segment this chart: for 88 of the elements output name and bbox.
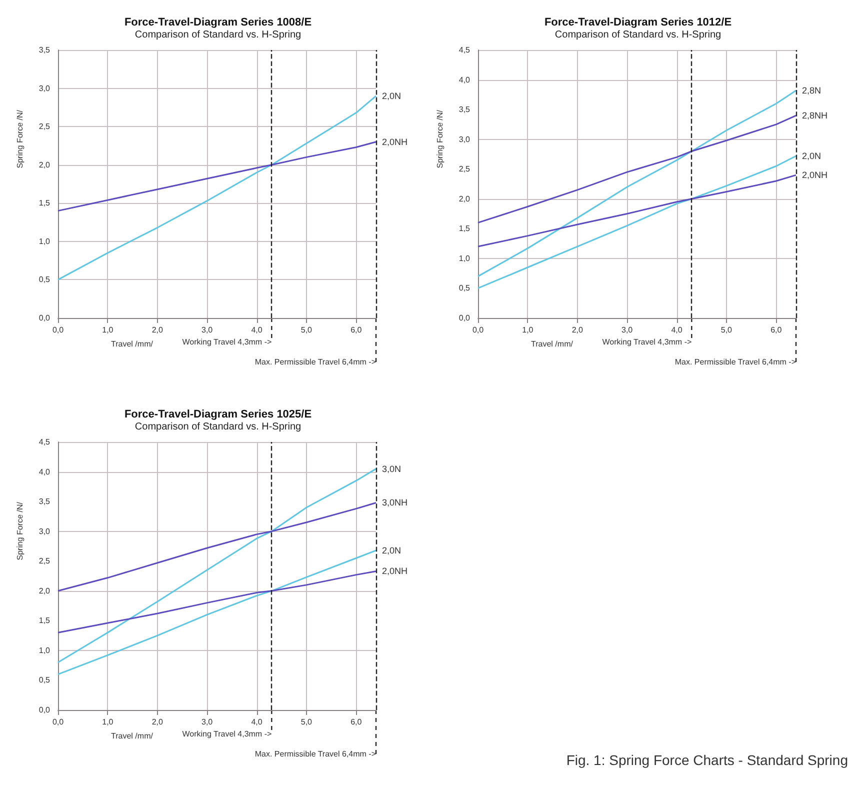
y-tick-label: 0,5 [38,676,51,685]
y-tick-label: 2,5 [38,556,51,566]
x-tick-label: 5,0 [300,718,313,726]
y-axis-title: Spring Force /N/ [16,501,24,560]
series-label: 2,0N [382,545,402,556]
x-tick-label: 2,0 [572,326,584,334]
y-axis-title: Spring Force /N/ [16,109,24,168]
y-tick-label: 2,5 [38,122,51,132]
y-tick-label: 3,5 [38,46,51,54]
y-tick-label: 3,5 [38,497,51,506]
x-tick-label: 4,0 [251,718,263,726]
ref-line-label: Working Travel 4,3mm -> [182,338,272,346]
line-series [57,502,377,592]
series-label: 2,0N [802,151,822,162]
x-tick-label: 6,0 [350,718,362,726]
x-tick-label: 3,0 [202,718,214,726]
line-series [57,550,377,676]
ref-line-label: Working Travel 4,3mm -> [602,338,692,346]
y-tick-label: 1,0 [458,254,471,263]
series-label: 2,0N [382,90,402,101]
y-tick-label: 3,0 [38,84,51,93]
y-tick-label: 0,0 [458,314,471,322]
x-tick-label: 4,0 [671,326,683,334]
x-tick-label: 2,0 [152,718,164,726]
chart-subtitle: Comparison of Standard vs. H-Spring [554,30,722,40]
y-tick-label: 4,0 [38,467,51,476]
x-tick-label: 3,0 [622,326,634,334]
y-tick-label: 1,0 [38,646,51,655]
x-tick-label: 1,0 [102,718,114,726]
y-tick-label: 2,0 [458,194,471,204]
y-tick-label: 0,5 [458,284,471,293]
y-tick-label: 4,5 [38,438,51,446]
series-label: 3,0N [382,464,402,474]
y-tick-label: 2,0 [38,586,51,596]
x-axis-title: Travel /mm/ [111,732,154,740]
chart-title: Force-Travel-Diagram Series 1025/E [124,408,312,420]
x-tick-label: 4,0 [251,326,263,334]
series-label: 2,0NH [382,566,408,576]
x-tick-label: 0,0 [52,326,64,334]
y-tick-label: 3,0 [38,526,51,536]
line-series [477,114,797,224]
chart-title: Force-Travel-Diagram Series 1012/E [544,16,732,28]
line-series [57,468,377,664]
y-tick-label: 3,0 [458,134,471,144]
x-tick-label: 0,0 [472,326,484,334]
ref-line-label: Max. Permissible Travel 6,4mm -> [254,358,376,366]
series-label: 2,8NH [802,110,828,121]
x-tick-label: 6,0 [350,326,362,334]
x-axis-title: Travel /mm/ [111,340,154,348]
x-tick-label: 1,0 [522,326,534,334]
line-series [477,90,797,278]
y-tick-label: 4,0 [458,75,471,84]
y-tick-label: 2,0 [38,160,51,170]
y-axis-title: Spring Force /N/ [436,109,444,168]
y-tick-label: 0,0 [38,706,51,714]
line-series [477,174,797,248]
line-series [477,155,797,289]
ref-line-label: Max. Permissible Travel 6,4mm -> [674,358,796,366]
series-label: 2,8N [802,86,822,96]
y-tick-label: 1,5 [38,616,51,626]
y-tick-label: 1,0 [38,236,51,246]
series-label: 2,0NH [382,136,408,147]
line-series [57,570,377,634]
chart-subtitle: Comparison of Standard vs. H-Spring [134,30,302,40]
y-tick-label: 1,5 [38,198,51,208]
ref-line-label: Max. Permissible Travel 6,4mm -> [254,750,376,758]
caption: Fig. 1: Spring Force Charts - Standard Spring [566,752,848,768]
y-tick-label: 3,5 [458,105,471,114]
line-series [57,95,377,280]
line-series [57,141,377,212]
y-tick-label: 2,5 [458,164,471,174]
x-tick-label: 1,0 [102,326,114,334]
y-tick-label: 0,5 [38,275,51,284]
x-tick-label: 3,0 [202,326,214,334]
series-label: 3,0NH [382,498,408,508]
x-tick-label: 5,0 [300,326,313,334]
ref-line-label: Working Travel 4,3mm -> [182,730,272,738]
y-tick-label: 0,0 [38,314,51,322]
series-label: 2,0NH [802,170,828,180]
x-tick-label: 5,0 [720,326,733,334]
x-axis-title: Travel /mm/ [531,340,574,348]
x-tick-label: 6,0 [770,326,782,334]
x-tick-label: 0,0 [52,718,64,726]
x-tick-label: 2,0 [152,326,164,334]
chart-subtitle: Comparison of Standard vs. H-Spring [134,422,302,432]
y-tick-label: 4,5 [458,46,471,54]
chart-title: Force-Travel-Diagram Series 1008/E [124,16,312,28]
y-tick-label: 1,5 [458,224,471,234]
